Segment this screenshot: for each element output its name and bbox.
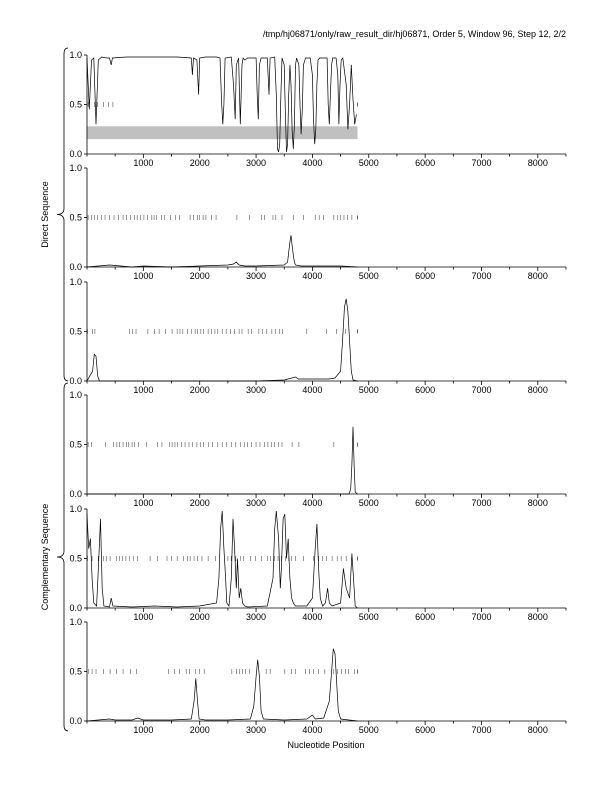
y-tick-label: 0.5 — [69, 440, 82, 450]
panel-frame-1: 0.0 0.5 1.0 1000 2000 3000 4000 5000 6000 7000 800… — [69, 50, 567, 168]
group-bracket — [56, 47, 69, 382]
panel-frame-6: 0.0 0.5 1.0 1000 2000 3000 4000 5000 6000 7000 800… — [69, 617, 567, 735]
y-tick-label: 0.5 — [69, 327, 82, 337]
x-tick-label: 4000 — [302, 385, 322, 395]
x-tick-label: 4000 — [302, 498, 322, 508]
group-label: Direct Sequence — [40, 181, 50, 248]
y-tick-label: 0.5 — [69, 667, 82, 677]
x-tick-label: 1000 — [133, 498, 153, 508]
series-line — [86, 648, 358, 722]
series-line — [86, 510, 358, 609]
y-tick-label: 0.5 — [69, 100, 82, 110]
x-tick-label: 5000 — [359, 158, 379, 168]
x-tick-label: 6000 — [415, 271, 435, 281]
series-line — [86, 235, 358, 268]
highlight-band — [87, 126, 358, 140]
x-tick-label: 3000 — [246, 725, 266, 735]
x-tick-label: 2000 — [190, 612, 210, 622]
group-bracket — [56, 382, 69, 732]
x-tick-label: 4000 — [302, 725, 322, 735]
x-tick-label: 3000 — [246, 271, 266, 281]
x-tick-label: 6000 — [415, 612, 435, 622]
y-tick-label: 1.0 — [69, 163, 82, 173]
x-tick-label: 3000 — [246, 385, 266, 395]
file-path-header: /tmp/hj06871/only/raw_result_dir/hj06871… — [263, 29, 566, 39]
x-tick-label: 2000 — [190, 385, 210, 395]
x-tick-label: 7000 — [471, 725, 491, 735]
x-tick-label: 2000 — [190, 158, 210, 168]
x-tick-label: 5000 — [359, 725, 379, 735]
y-tick-label: 0.0 — [69, 262, 82, 272]
x-tick-label: 1000 — [133, 612, 153, 622]
x-tick-label: 5000 — [359, 498, 379, 508]
y-tick-label: 1.0 — [69, 50, 82, 60]
panel-frame-3: 0.0 0.5 1.0 1000 2000 3000 4000 5000 6000 7000 800… — [69, 277, 567, 395]
x-tick-label: 7000 — [471, 498, 491, 508]
x-tick-label: 6000 — [415, 725, 435, 735]
y-tick-label: 0.0 — [69, 376, 82, 386]
x-tick-label: 3000 — [246, 612, 266, 622]
y-tick-label: 0.5 — [69, 554, 82, 564]
x-tick-label: 7000 — [471, 385, 491, 395]
y-tick-label: 1.0 — [69, 617, 82, 627]
x-tick-label: 6000 — [415, 498, 435, 508]
x-tick-label: 1000 — [133, 385, 153, 395]
y-tick-label: 1.0 — [69, 277, 82, 287]
x-tick-label: 6000 — [415, 385, 435, 395]
x-tick-label: 2000 — [190, 271, 210, 281]
y-tick-label: 1.0 — [69, 390, 82, 400]
x-tick-label: 8000 — [528, 725, 548, 735]
panel-frame-5: 0.0 0.5 1.0 1000 2000 3000 4000 5000 6000 7000 800… — [69, 504, 567, 622]
x-tick-label: 5000 — [359, 612, 379, 622]
series-line — [86, 298, 358, 382]
x-tick-label: 1000 — [133, 725, 153, 735]
y-tick-label: 0.0 — [69, 489, 82, 499]
y-tick-label: 1.0 — [69, 504, 82, 514]
x-tick-label: 2000 — [190, 725, 210, 735]
x-tick-label: 7000 — [471, 271, 491, 281]
x-tick-label: 1000 — [133, 158, 153, 168]
series-line — [87, 426, 358, 495]
series-line — [86, 56, 357, 153]
panel-frame-4: 0.0 0.5 1.0 1000 2000 3000 4000 5000 6000 7000 800… — [69, 390, 567, 508]
panel-frame-2: 0.0 0.5 1.0 1000 2000 3000 4000 5000 6000 7000 800… — [69, 163, 567, 281]
x-tick-label: 1000 — [133, 271, 153, 281]
x-axis-label: Nucleotide Position — [287, 740, 364, 750]
y-tick-label: 0.0 — [69, 149, 82, 159]
y-tick-label: 0.0 — [69, 716, 82, 726]
x-tick-label: 3000 — [246, 498, 266, 508]
x-tick-label: 4000 — [302, 612, 322, 622]
x-tick-label: 8000 — [528, 385, 548, 395]
y-tick-label: 0.0 — [69, 603, 82, 613]
y-tick-label: 0.5 — [69, 213, 82, 223]
x-tick-label: 8000 — [528, 271, 548, 281]
x-tick-label: 8000 — [528, 158, 548, 168]
x-tick-label: 4000 — [302, 158, 322, 168]
x-tick-label: 4000 — [302, 271, 322, 281]
group-label: Complementary Sequence — [40, 504, 50, 611]
x-tick-label: 3000 — [246, 158, 266, 168]
x-tick-label: 5000 — [359, 271, 379, 281]
x-tick-label: 6000 — [415, 158, 435, 168]
x-tick-label: 8000 — [528, 612, 548, 622]
x-tick-label: 8000 — [528, 498, 548, 508]
x-tick-label: 2000 — [190, 498, 210, 508]
x-tick-label: 5000 — [359, 385, 379, 395]
x-tick-label: 7000 — [471, 612, 491, 622]
x-tick-label: 7000 — [471, 158, 491, 168]
